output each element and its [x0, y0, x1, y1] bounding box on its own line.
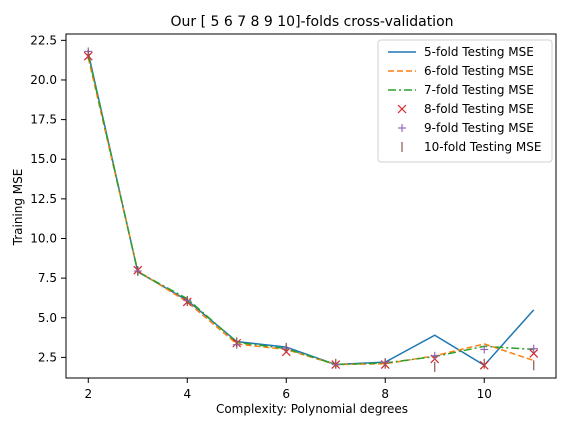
legend-item: 6-fold Testing MSE: [388, 64, 534, 78]
legend-item: 9-fold Testing MSE: [398, 121, 534, 135]
x-axis-ticks: 2 4 6 8 10: [84, 378, 492, 401]
legend-item: 8-fold Testing MSE: [397, 102, 534, 116]
y-tick-label: 7.5: [38, 271, 57, 285]
series-line: [87, 54, 534, 366]
y-tick-label: 20.0: [30, 73, 57, 87]
x-axis-label: Complexity: Polynomial degrees: [216, 402, 408, 416]
y-tick-label: 17.5: [30, 113, 57, 127]
legend-marker-sample: [398, 124, 406, 132]
series-6: [87, 49, 535, 372]
legend-label: 7-fold Testing MSE: [424, 83, 534, 97]
y-tick-label: 22.5: [30, 33, 57, 47]
legend-label: 5-fold Testing MSE: [424, 45, 534, 59]
plot-area: [65, 33, 557, 379]
series-point: [529, 349, 539, 358]
x-tick-label: 8: [381, 387, 389, 401]
x-tick-label: 4: [183, 387, 191, 401]
series-point: [480, 345, 489, 354]
x-tick-label: 2: [84, 387, 92, 401]
legend-marker-sample: [397, 104, 407, 114]
y-tick-label: 10.0: [30, 231, 57, 245]
y-tick-label: 2.5: [38, 350, 57, 364]
y-tick-label: 12.5: [30, 192, 57, 206]
series-point: [430, 351, 439, 360]
y-axis-ticks: 2.5 5.0 7.5 10.0 12.5 15.0 17.5 20.0 22.5: [30, 33, 66, 364]
series-point: [529, 344, 538, 353]
y-axis-label: Training MSE: [11, 169, 25, 247]
series-3: [87, 54, 534, 366]
legend-item: 7-fold Testing MSE: [388, 83, 534, 97]
legend: 5-fold Testing MSE 6-fold Testing MSE 7-fo…: [377, 39, 553, 163]
legend-item: 10-fold Testing MSE: [401, 140, 542, 154]
x-tick-label: 6: [282, 387, 290, 401]
legend-label: 9-fold Testing MSE: [424, 121, 534, 135]
y-tick-label: 5.0: [38, 311, 57, 325]
plot-frame: [65, 33, 557, 379]
legend-label: 10-fold Testing MSE: [424, 140, 542, 154]
legend-item: 5-fold Testing MSE: [388, 45, 534, 59]
legend-label: 8-fold Testing MSE: [424, 102, 534, 116]
legend-label: 6-fold Testing MSE: [424, 64, 534, 78]
legend-box: [377, 39, 553, 163]
x-tick-label: 10: [477, 387, 492, 401]
chart-title: Our [ 5 6 7 8 9 10]-folds cross-validati…: [170, 14, 453, 30]
y-tick-label: 15.0: [30, 152, 57, 166]
